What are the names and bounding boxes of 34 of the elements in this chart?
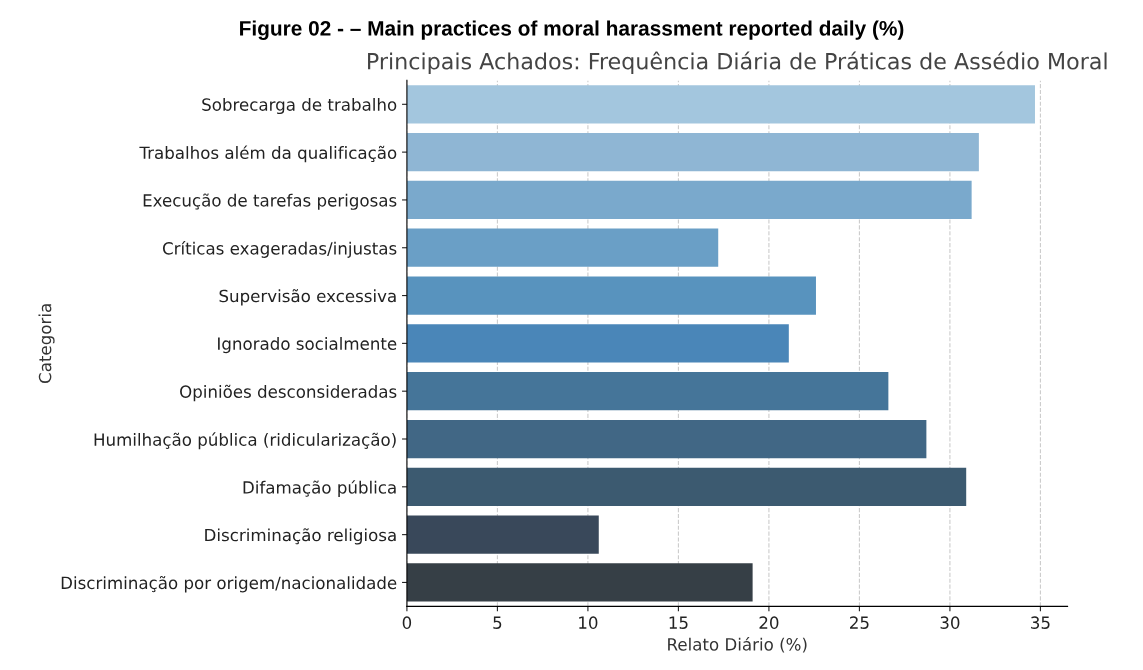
x-tick-label: 15 [669,616,688,629]
x-axis-title: Relato Diário (%) [668,637,807,653]
y-tick-label: Críticas exageradas/injustas [162,241,397,258]
bar [406,85,1035,124]
x-tick-label: 20 [759,616,779,629]
y-tick-label: Supervisão excessiva [219,289,396,306]
y-tick-label: Discriminação por origem/nacionalidade [61,575,397,593]
bar [406,276,816,315]
chart-subtitle: Principais Achados: Frequência Diária de Práticas de Assédio Moral [368,51,1107,74]
bar [406,372,889,411]
bar [406,324,789,363]
y-tick-label: Difamação pública [243,480,396,497]
y-tick-label: Execução de tarefas perigosas [143,193,397,210]
bar [406,563,753,602]
bar [406,467,967,506]
x-tick-label: 0 [402,616,412,629]
x-tick-label: 25 [850,616,869,629]
y-tick-label: Discriminação religiosa [205,528,396,545]
y-axis-title: Categoria [38,304,55,383]
bar [406,515,599,554]
bar [406,419,927,459]
y-tick-label: Trabalhos além da qualificação [139,145,397,163]
x-tick-label: 5 [493,616,502,629]
y-tick-label: Humilhação pública (ridicularização) [94,432,396,450]
bar [406,180,972,220]
x-tick-label: 30 [940,616,960,629]
y-tick-label: Sobrecarga de trabalho [202,97,397,115]
bar [406,133,979,172]
x-tick-label: 35 [1031,616,1050,629]
y-tick-label: Ignorado socialmente [218,337,397,354]
x-tick-label: 10 [579,616,598,629]
y-tick-label: Opiniões desconsideradas [180,384,397,402]
chart-title: Figure 02 - – Main practices of moral harassment reported daily (%) [240,20,904,40]
bar [406,228,719,267]
